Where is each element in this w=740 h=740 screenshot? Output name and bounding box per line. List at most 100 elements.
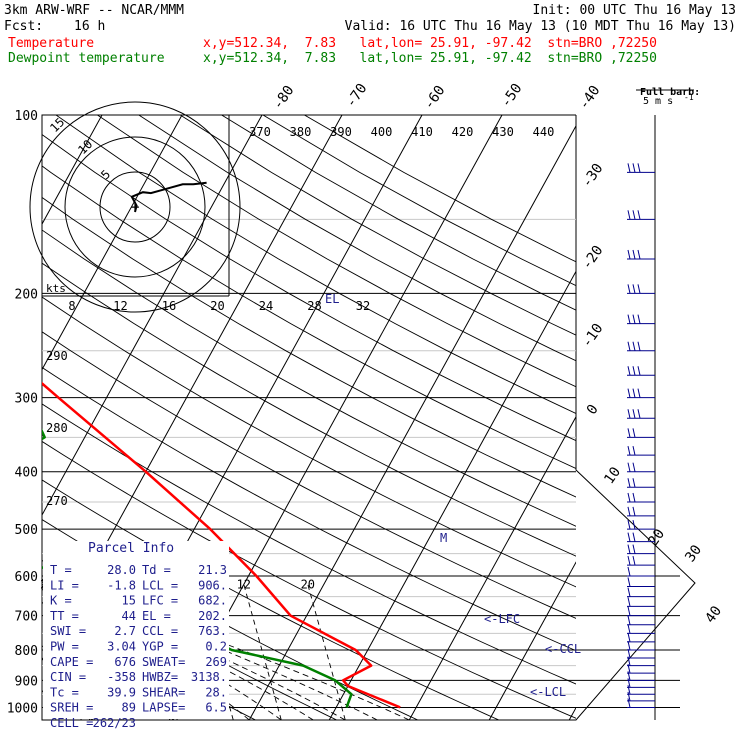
isotherm-line xyxy=(0,115,22,720)
wind-barb-flag xyxy=(627,366,631,376)
parcel-field-value: 676 xyxy=(114,655,136,669)
wind-barb-flag xyxy=(627,671,631,681)
parcel-field-label: LCL = xyxy=(142,578,178,592)
wind-barb-flag xyxy=(637,341,641,351)
hodograph-ring xyxy=(64,136,206,278)
isotherm-label: -20 xyxy=(579,243,607,273)
forecast-hour: 16 h xyxy=(74,19,106,34)
hodograph-speed-label: 8 xyxy=(68,299,75,313)
hodograph-center: + xyxy=(130,198,139,216)
theta-label: 400 xyxy=(371,125,393,139)
wind-barb xyxy=(627,544,655,555)
wind-barb-flag xyxy=(627,428,631,438)
wind-barb xyxy=(627,566,655,577)
wind-barb-flag xyxy=(632,409,636,419)
parcel-field-label: LFC = xyxy=(142,594,178,608)
parcel-field-label: SWEAT= xyxy=(142,655,185,669)
isotherm-line xyxy=(328,270,576,720)
wind-barb-flag xyxy=(627,314,631,324)
parcel-field-value: 906. xyxy=(198,578,227,592)
wind-barb-flag xyxy=(637,366,641,376)
wind-barb-flag xyxy=(627,698,631,708)
hodograph-kts-label: kts xyxy=(46,282,66,295)
parcel-field-label: HWBZ= xyxy=(142,670,178,684)
wind-barb-flag xyxy=(627,678,631,688)
parcel-field-value: 3138. xyxy=(191,670,227,684)
wind-barb-flag xyxy=(627,388,631,398)
parcel-field-value: 21.3 xyxy=(198,563,227,577)
isotherm-label: -80 xyxy=(270,83,298,113)
temperature-location-info: x,y=512.34, 7.83 lat,lon= 25.91, -97.42 … xyxy=(203,36,657,51)
theta-side-label: 270 xyxy=(46,494,68,508)
parcel-field-value: 262/23 xyxy=(93,716,136,730)
wind-barb xyxy=(627,632,655,643)
theta-label: 370 xyxy=(249,125,271,139)
wind-barb-flag xyxy=(632,249,636,260)
wind-barb xyxy=(627,691,655,702)
wind-barb-flag xyxy=(637,388,641,398)
wind-barb-flag xyxy=(632,388,636,398)
pressure-tick-label: 600 xyxy=(15,570,38,585)
pressure-tick-label: 1000 xyxy=(7,701,38,716)
barb-legend-title: Full barb: xyxy=(640,87,700,98)
isotherm-label: 0 xyxy=(584,402,602,418)
parcel-field-value: 44 xyxy=(122,609,136,623)
wind-barb xyxy=(627,478,655,488)
moist-adiabat xyxy=(42,583,314,720)
parcel-field-value: 0.2 xyxy=(205,640,227,654)
wind-barb-flag xyxy=(627,656,631,666)
wind-barb-flag xyxy=(637,249,641,260)
wind-barb-flag xyxy=(627,587,631,597)
dry-adiabat xyxy=(42,134,576,442)
parcel-field-value: 3.04 xyxy=(107,640,136,654)
parcel-field-label: TT = xyxy=(50,609,79,623)
wind-barb-flag xyxy=(627,606,631,616)
isotherm-line xyxy=(408,415,576,720)
wind-barb xyxy=(627,341,655,352)
wind-barb xyxy=(627,640,655,651)
theta-label: 440 xyxy=(533,125,555,139)
theta-side-label: 290 xyxy=(46,349,68,363)
parcel-field-value: 15 xyxy=(122,594,136,608)
parcel-field-label: Tc = xyxy=(50,685,79,699)
hodograph-speed-label: 24 xyxy=(259,299,273,313)
dewpoint-trace xyxy=(42,428,353,708)
parcel-field-label: LI = xyxy=(50,578,79,592)
wind-barb-flag xyxy=(632,532,636,542)
isotherm-label: -10 xyxy=(579,321,607,351)
wind-barb xyxy=(627,249,655,260)
wind-barb xyxy=(627,597,655,607)
wind-barb-flag xyxy=(637,210,641,220)
parcel-field-value: -358 xyxy=(107,670,136,684)
pressure-tick-label: 900 xyxy=(15,674,38,689)
parcel-field-label: SREH = xyxy=(50,701,93,715)
dry-adiabat xyxy=(179,115,576,336)
isotherm-label: -70 xyxy=(343,81,371,111)
parcel-field-label: PW = xyxy=(50,640,79,654)
forecast-label: Fcst: xyxy=(4,19,44,34)
wind-barb-flag xyxy=(632,366,636,376)
wind-barb xyxy=(627,506,655,517)
parcel-field-label: CIN = xyxy=(50,670,86,684)
parcel-field-label: SWI = xyxy=(50,624,86,638)
wind-barb xyxy=(627,428,655,438)
wind-barb xyxy=(627,366,655,376)
valid-time: Valid: 16 UTC Thu 16 May 13 (10 MDT Thu … xyxy=(344,19,736,34)
parcel-field-value: 763. xyxy=(198,624,227,638)
parcel-field-label: CAPE = xyxy=(50,655,93,669)
dewpoint-location-info: x,y=512.34, 7.83 lat,lon= 25.91, -97.42 … xyxy=(203,51,657,66)
el-marker: EL xyxy=(325,292,339,306)
isotherm-line xyxy=(42,115,103,226)
parcel-field-value: 202. xyxy=(198,609,227,623)
wind-barb xyxy=(627,532,655,543)
mixing-ratio-label: 20 xyxy=(301,577,315,591)
parcel-info-title: Parcel Info xyxy=(88,541,174,556)
theta-label: 430 xyxy=(492,125,514,139)
wind-barb-flag xyxy=(637,284,641,294)
dry-adiabat xyxy=(42,366,576,652)
wind-barb xyxy=(627,314,655,325)
parcel-field-label: EL = xyxy=(142,609,171,623)
wind-barb-flag xyxy=(632,341,636,351)
wind-barb-flag xyxy=(632,555,636,566)
